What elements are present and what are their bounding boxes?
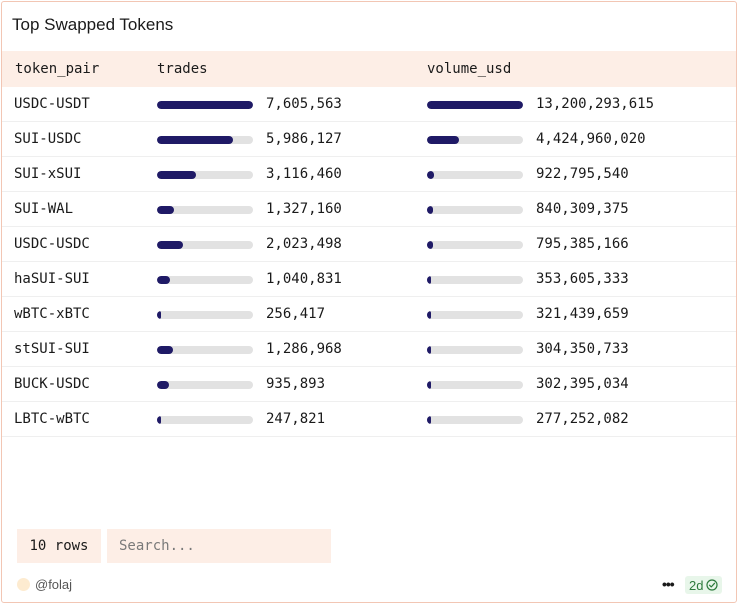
cell-volume-usd: 795,385,166 bbox=[536, 236, 629, 252]
volume-bar bbox=[427, 241, 523, 249]
cell-token-pair: SUI-USDC bbox=[14, 131, 82, 147]
card-title: Top Swapped Tokens bbox=[12, 15, 174, 34]
volume-bar bbox=[427, 171, 523, 179]
volume-bar-fill bbox=[427, 311, 431, 319]
volume-bar-fill bbox=[427, 206, 433, 214]
trades-bar-fill bbox=[157, 311, 161, 319]
more-icon[interactable]: ••• bbox=[662, 576, 675, 592]
cell-volume-usd: 277,252,082 bbox=[536, 411, 629, 427]
table-row: haSUI-SUI 1,040,831 353,605,333 bbox=[2, 262, 736, 297]
volume-bar bbox=[427, 381, 523, 389]
cell-volume-usd: 13,200,293,615 bbox=[536, 96, 655, 112]
cell-volume-usd: 922,795,540 bbox=[536, 166, 629, 182]
trades-bar bbox=[157, 136, 253, 144]
trades-bar-fill bbox=[157, 381, 169, 389]
volume-bar-fill bbox=[427, 241, 433, 249]
cell-token-pair: haSUI-SUI bbox=[14, 271, 90, 287]
volume-bar bbox=[427, 346, 523, 354]
trades-bar-fill bbox=[157, 101, 253, 109]
volume-bar-fill bbox=[427, 346, 431, 354]
trades-bar bbox=[157, 381, 253, 389]
trades-bar bbox=[157, 171, 253, 179]
cell-trades: 935,893 bbox=[266, 376, 326, 392]
table-row: USDC-USDT 7,605,563 13,200,293,615 bbox=[2, 87, 736, 122]
column-header-volume-usd[interactable]: volume_usd bbox=[427, 61, 512, 77]
age-badge: 2d bbox=[685, 576, 723, 594]
age-label: 2d bbox=[689, 577, 704, 593]
cell-volume-usd: 4,424,960,020 bbox=[536, 131, 646, 147]
cell-token-pair: LBTC-wBTC bbox=[14, 411, 90, 427]
column-header-token-pair[interactable]: token_pair bbox=[15, 61, 100, 77]
trades-bar-fill bbox=[157, 206, 174, 214]
volume-bar-fill bbox=[427, 381, 431, 389]
cell-token-pair: USDC-USDT bbox=[14, 96, 90, 112]
table-row: SUI-WAL 1,327,160 840,309,375 bbox=[2, 192, 736, 227]
table-header: token_pair trades volume_usd bbox=[2, 51, 736, 87]
trades-bar-fill bbox=[157, 346, 173, 354]
column-header-trades[interactable]: trades bbox=[157, 61, 208, 77]
results-table: token_pair trades volume_usd USDC-USDT 7,… bbox=[2, 51, 736, 437]
cell-trades: 3,116,460 bbox=[266, 166, 342, 182]
trades-bar bbox=[157, 276, 253, 284]
trades-bar bbox=[157, 206, 253, 214]
cell-trades: 1,040,831 bbox=[266, 271, 342, 287]
volume-bar-fill bbox=[427, 136, 459, 144]
cell-trades: 1,286,968 bbox=[266, 341, 342, 357]
trades-bar-fill bbox=[157, 276, 170, 284]
author-name[interactable]: @folaj bbox=[35, 577, 73, 592]
cell-trades: 247,821 bbox=[266, 411, 326, 427]
cell-token-pair: stSUI-SUI bbox=[14, 341, 90, 357]
cell-volume-usd: 353,605,333 bbox=[536, 271, 629, 287]
volume-bar bbox=[427, 276, 523, 284]
volume-bar bbox=[427, 136, 523, 144]
table-row: USDC-USDC 2,023,498 795,385,166 bbox=[2, 227, 736, 262]
cell-trades: 256,417 bbox=[266, 306, 326, 322]
cell-token-pair: SUI-WAL bbox=[14, 201, 74, 217]
volume-bar-fill bbox=[427, 416, 431, 424]
cell-trades: 1,327,160 bbox=[266, 201, 342, 217]
table-body: USDC-USDT 7,605,563 13,200,293,615 SUI-USDC… bbox=[2, 87, 736, 437]
cell-volume-usd: 302,395,034 bbox=[536, 376, 629, 392]
table-row: wBTC-xBTC 256,417 321,439,659 bbox=[2, 297, 736, 332]
cell-trades: 5,986,127 bbox=[266, 131, 342, 147]
volume-bar-fill bbox=[427, 276, 431, 284]
cell-volume-usd: 321,439,659 bbox=[536, 306, 629, 322]
volume-bar-fill bbox=[427, 171, 434, 179]
trades-bar bbox=[157, 241, 253, 249]
trades-bar bbox=[157, 311, 253, 319]
trades-bar bbox=[157, 346, 253, 354]
trades-bar-fill bbox=[157, 136, 233, 144]
trades-bar bbox=[157, 416, 253, 424]
trades-bar-fill bbox=[157, 171, 196, 179]
table-row: LBTC-wBTC 247,821 277,252,082 bbox=[2, 402, 736, 437]
cell-token-pair: BUCK-USDC bbox=[14, 376, 90, 392]
trades-bar-fill bbox=[157, 416, 161, 424]
volume-bar bbox=[427, 101, 523, 109]
row-count-badge: 10 rows bbox=[17, 529, 101, 563]
volume-bar-fill bbox=[427, 101, 523, 109]
cell-token-pair: USDC-USDC bbox=[14, 236, 90, 252]
cell-token-pair: SUI-xSUI bbox=[14, 166, 82, 182]
table-row: stSUI-SUI 1,286,968 304,350,733 bbox=[2, 332, 736, 367]
volume-bar bbox=[427, 206, 523, 214]
trades-bar-fill bbox=[157, 241, 183, 249]
volume-bar bbox=[427, 311, 523, 319]
avatar[interactable] bbox=[17, 578, 30, 591]
table-row: BUCK-USDC 935,893 302,395,034 bbox=[2, 367, 736, 402]
volume-bar bbox=[427, 416, 523, 424]
table-row: SUI-USDC 5,986,127 4,424,960,020 bbox=[2, 122, 736, 157]
trades-bar bbox=[157, 101, 253, 109]
cell-token-pair: wBTC-xBTC bbox=[14, 306, 90, 322]
check-circle-icon bbox=[706, 579, 719, 591]
cell-volume-usd: 304,350,733 bbox=[536, 341, 629, 357]
cell-trades: 7,605,563 bbox=[266, 96, 342, 112]
cell-trades: 2,023,498 bbox=[266, 236, 342, 252]
table-row: SUI-xSUI 3,116,460 922,795,540 bbox=[2, 157, 736, 192]
search-input[interactable] bbox=[107, 529, 331, 563]
cell-volume-usd: 840,309,375 bbox=[536, 201, 629, 217]
